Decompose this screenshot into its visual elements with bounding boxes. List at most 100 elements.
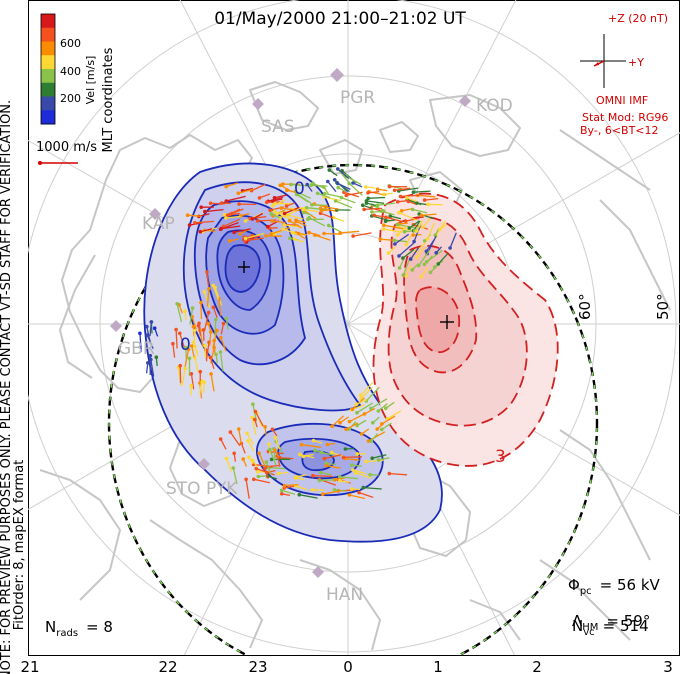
velocity-vector xyxy=(337,168,350,180)
stat-symbol: N xyxy=(45,618,56,636)
velocity-vector-dot xyxy=(401,273,406,277)
velocity-vector xyxy=(348,182,363,196)
velocity-vector xyxy=(360,381,374,396)
velocity-vector xyxy=(272,220,286,224)
velocity-vector-dot xyxy=(376,458,381,462)
velocity-vector-dot xyxy=(378,237,383,241)
velocity-vector xyxy=(422,218,431,228)
velocity-vector xyxy=(272,199,286,207)
velocity-vector xyxy=(381,415,396,425)
velocity-vector-dot xyxy=(315,191,320,196)
velocity-vector-dot xyxy=(268,447,272,452)
velocity-vectors xyxy=(138,167,457,500)
station-label: PGR xyxy=(340,88,375,108)
velocity-vector-dot xyxy=(270,199,275,203)
velocity-vector-dot xyxy=(214,352,218,357)
velocity-vector-dot xyxy=(325,442,330,447)
velocity-vector xyxy=(345,422,359,430)
velocity-vector xyxy=(189,307,194,325)
velocity-vector-dot xyxy=(380,209,384,214)
velocity-vector xyxy=(229,431,241,447)
mlt-tick: 21 xyxy=(20,658,39,674)
mlt-tick: 2 xyxy=(532,658,542,674)
velocity-vector-dot xyxy=(203,343,207,348)
velocity-vector-dot xyxy=(183,309,187,313)
velocity-vector-dot xyxy=(368,472,372,477)
velocity-vector xyxy=(246,432,254,445)
velocity-vector-dot xyxy=(294,192,299,197)
velocity-vector xyxy=(370,398,388,409)
velocity-vector xyxy=(323,232,342,235)
velocity-vector-dot xyxy=(221,321,226,326)
velocity-vector-dot xyxy=(237,427,241,431)
velocity-vector-dot xyxy=(247,455,251,460)
velocity-vector-dot xyxy=(198,369,203,374)
velocity-vector xyxy=(326,464,341,469)
velocity-vector xyxy=(339,476,358,480)
velocity-vector-dot xyxy=(224,216,228,220)
velocity-vector-dot xyxy=(219,226,224,231)
velocity-vector-dot xyxy=(199,205,203,209)
velocity-vector-dot xyxy=(433,233,438,237)
velocity-vector xyxy=(226,182,238,188)
velocity-vector-dot xyxy=(241,457,245,461)
velocity-vector xyxy=(219,351,224,372)
colorbar-tick: 600 xyxy=(60,37,81,50)
mlt-tick: 1 xyxy=(433,658,443,674)
velocity-vector xyxy=(317,192,331,199)
velocity-vector xyxy=(225,215,241,219)
velocity-vector xyxy=(331,415,345,427)
velocity-vector xyxy=(149,321,153,337)
velocity-vector-dot xyxy=(382,192,386,197)
velocity-vector xyxy=(349,494,366,500)
velocity-vector-dot xyxy=(199,300,203,305)
velocity-vector xyxy=(337,182,351,190)
velocity-vector xyxy=(366,459,384,463)
velocity-vector-dot xyxy=(392,188,397,193)
velocity-vector-dot xyxy=(397,254,401,258)
station-label: KAP xyxy=(142,214,175,234)
velocity-vector-dot xyxy=(251,402,255,407)
velocity-vector xyxy=(253,478,270,484)
velocity-vector xyxy=(214,319,217,336)
velocity-vector-dot xyxy=(333,199,338,203)
velocity-vector-dot xyxy=(311,473,315,478)
velocity-vector xyxy=(210,373,215,392)
velocity-vector xyxy=(150,359,155,377)
map-title: 01/May/2000 21:00–21:02 UT xyxy=(214,9,466,29)
velocity-vector-dot xyxy=(332,488,337,492)
velocity-vector-dot xyxy=(198,229,203,234)
velocity-vector-dot xyxy=(370,210,374,214)
velocity-vector-dot xyxy=(350,463,354,467)
velocity-vector xyxy=(181,368,186,386)
velocity-vector-dot xyxy=(415,201,419,205)
velocity-vector-dot xyxy=(415,229,419,233)
velocity-vector xyxy=(203,291,211,309)
velocity-vector-dot xyxy=(397,266,402,270)
mlt-tick: 23 xyxy=(248,658,267,674)
velocity-vector xyxy=(172,343,176,358)
velocity-vector-dot xyxy=(366,196,371,201)
velocity-vector xyxy=(426,222,435,240)
velocity-vector xyxy=(390,215,402,220)
velocity-vector-dot xyxy=(272,196,277,200)
velocity-vector xyxy=(290,183,308,187)
velocity-vector xyxy=(368,196,386,199)
velocity-vector xyxy=(288,214,304,220)
velocity-vector-dot xyxy=(213,317,218,322)
velocity-vector-dot xyxy=(344,193,349,198)
velocity-vector xyxy=(437,253,449,265)
velocity-vector-dot xyxy=(171,341,175,346)
velocity-vector xyxy=(233,228,251,233)
velocity-vector-dot xyxy=(324,463,329,468)
velocity-vector xyxy=(226,195,246,202)
velocity-vector-dot xyxy=(264,460,269,464)
velocity-vector-dot xyxy=(384,406,388,411)
velocity-vector-dot xyxy=(327,168,332,172)
colorbar-cell xyxy=(41,110,55,125)
velocity-vector-dot xyxy=(313,233,317,237)
velocity-vector-dot xyxy=(336,185,341,190)
velocity-vector xyxy=(194,357,199,373)
velocity-vector xyxy=(397,199,410,203)
velocity-vector xyxy=(333,216,345,222)
